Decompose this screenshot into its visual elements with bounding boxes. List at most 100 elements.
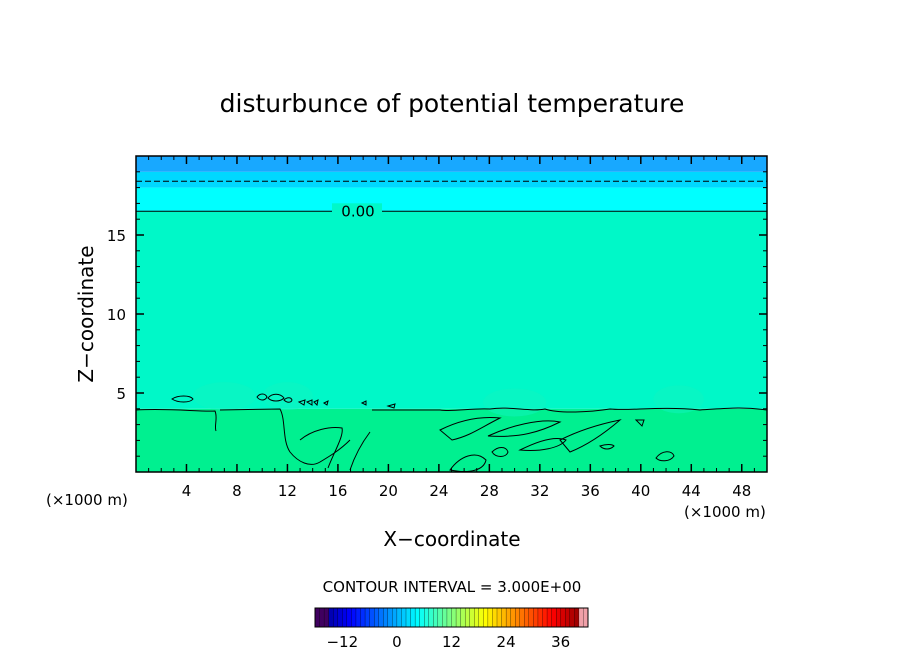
colorbar-cell	[556, 607, 562, 628]
colorbar-tick-label: 0	[392, 633, 402, 651]
colorbar-cell	[419, 607, 425, 628]
blob-contours	[171, 393, 396, 409]
colorbar-cell	[378, 607, 384, 628]
field-texture	[483, 388, 547, 417]
colorbar-cell	[360, 607, 366, 628]
colorbar-cell	[410, 607, 416, 628]
colorbar-cell	[442, 607, 448, 628]
x-axis-label: X−coordinate	[383, 527, 520, 551]
x-tick-label: 8	[232, 482, 242, 500]
colorbar-cell	[574, 607, 580, 628]
surface-contours	[136, 407, 767, 472]
colorbar-cell	[446, 607, 452, 628]
colorbar-cell	[569, 607, 575, 628]
x-tick-label: 32	[530, 482, 549, 500]
x-tick-label: 44	[682, 482, 701, 500]
colorbar-cell	[346, 607, 352, 628]
colorbar-cell	[355, 607, 361, 628]
field-band	[136, 171, 767, 188]
colorbar-cell	[455, 607, 462, 628]
colorbar-cell	[323, 607, 330, 628]
x-unit-right: (×1000 m)	[684, 503, 766, 521]
y-tick-label: 5	[116, 385, 126, 403]
colorbar-cell	[433, 607, 439, 628]
colorbar-cell	[546, 607, 553, 628]
colorbar-cell	[496, 607, 502, 628]
colorbar-cell	[401, 607, 407, 628]
colorbar-cell	[533, 607, 539, 628]
colorbar-cell	[387, 607, 393, 628]
colorbar-cell	[505, 607, 512, 628]
colorbar-cell	[469, 607, 475, 628]
colorbar-cell	[460, 607, 466, 628]
colorbar-cell	[464, 607, 471, 628]
x-tick-label: 28	[480, 482, 499, 500]
field-band	[136, 211, 767, 409]
colorbar-cell	[328, 607, 334, 628]
field-band	[136, 187, 767, 212]
colorbar-cell	[474, 607, 480, 628]
y-tick-label: 15	[107, 227, 126, 245]
colorbar-tick-label: 36	[551, 633, 570, 651]
colorbar-cell	[487, 607, 493, 628]
x-tick-label: 4	[182, 482, 192, 500]
chart-title: disturbunce of potential temperature	[220, 89, 685, 118]
colorbar-cell	[392, 607, 398, 628]
colorbar-tick-label: 24	[497, 633, 516, 651]
colorbar-cell	[414, 607, 421, 628]
x-tick-label: 24	[429, 482, 448, 500]
colorbar-tick-label: −12	[326, 633, 358, 651]
colorbar-cell	[364, 607, 371, 628]
colorbar-cell	[428, 607, 434, 628]
colorbar-cell	[515, 607, 521, 628]
colorbar-cell	[560, 607, 566, 628]
colorbar-cell	[337, 607, 343, 628]
colorbar-cell	[565, 607, 571, 628]
y-tick-label: 10	[107, 306, 126, 324]
x-tick-label: 20	[379, 482, 398, 500]
y-axis-label: Z−coordinate	[74, 245, 98, 382]
x-tick-label: 12	[278, 482, 297, 500]
colorbar-cell	[424, 607, 430, 628]
contour-interval-text: CONTOUR INTERVAL = 3.000E+00	[323, 578, 582, 596]
colorbar-cell	[551, 607, 557, 628]
field-band	[136, 408, 767, 472]
x-unit-left: (×1000 m)	[46, 491, 128, 509]
colorbar-cell	[478, 607, 484, 628]
colorbar-cell	[492, 607, 498, 628]
colorbar-cell	[483, 607, 489, 628]
x-axis: 4 8 12 16 20 24 28 32 36 40 44 48	[148, 156, 755, 500]
colorbar-cell	[351, 607, 357, 628]
colorbar-cell	[405, 607, 411, 628]
plot-area: 0.00	[136, 156, 767, 472]
x-tick-label: 36	[581, 482, 600, 500]
colorbar-tick-label: 12	[442, 633, 461, 651]
x-tick-label: 48	[732, 482, 751, 500]
colorbar-cell	[369, 607, 375, 628]
colorbar-frame	[314, 607, 589, 628]
colorbar-cell	[437, 607, 443, 628]
colorbar-cell	[314, 607, 320, 628]
field-texture	[192, 382, 256, 411]
field-texture	[653, 385, 704, 414]
colorbar-cell	[373, 607, 380, 628]
colorbar-cell	[383, 607, 389, 628]
colorbar-cell	[519, 607, 525, 628]
colorbar-cell	[501, 607, 507, 628]
colorbar-cell	[319, 607, 325, 628]
field-band	[136, 156, 767, 172]
colorbar-cell	[524, 607, 530, 628]
contour-label: 0.00	[341, 202, 374, 220]
colorbar-cell	[510, 607, 516, 628]
y-axis: 5 10 15	[107, 171, 767, 457]
colorbar-cell	[342, 607, 348, 628]
x-tick-label: 40	[631, 482, 650, 500]
x-tick-label: 16	[328, 482, 347, 500]
colorbar-cell	[528, 607, 534, 628]
colorbar-cell	[578, 607, 584, 628]
colorbar-cell	[542, 607, 548, 628]
colorbar-cell	[537, 607, 543, 628]
colorbar-cell	[333, 607, 339, 628]
colorbar-cell	[451, 607, 457, 628]
